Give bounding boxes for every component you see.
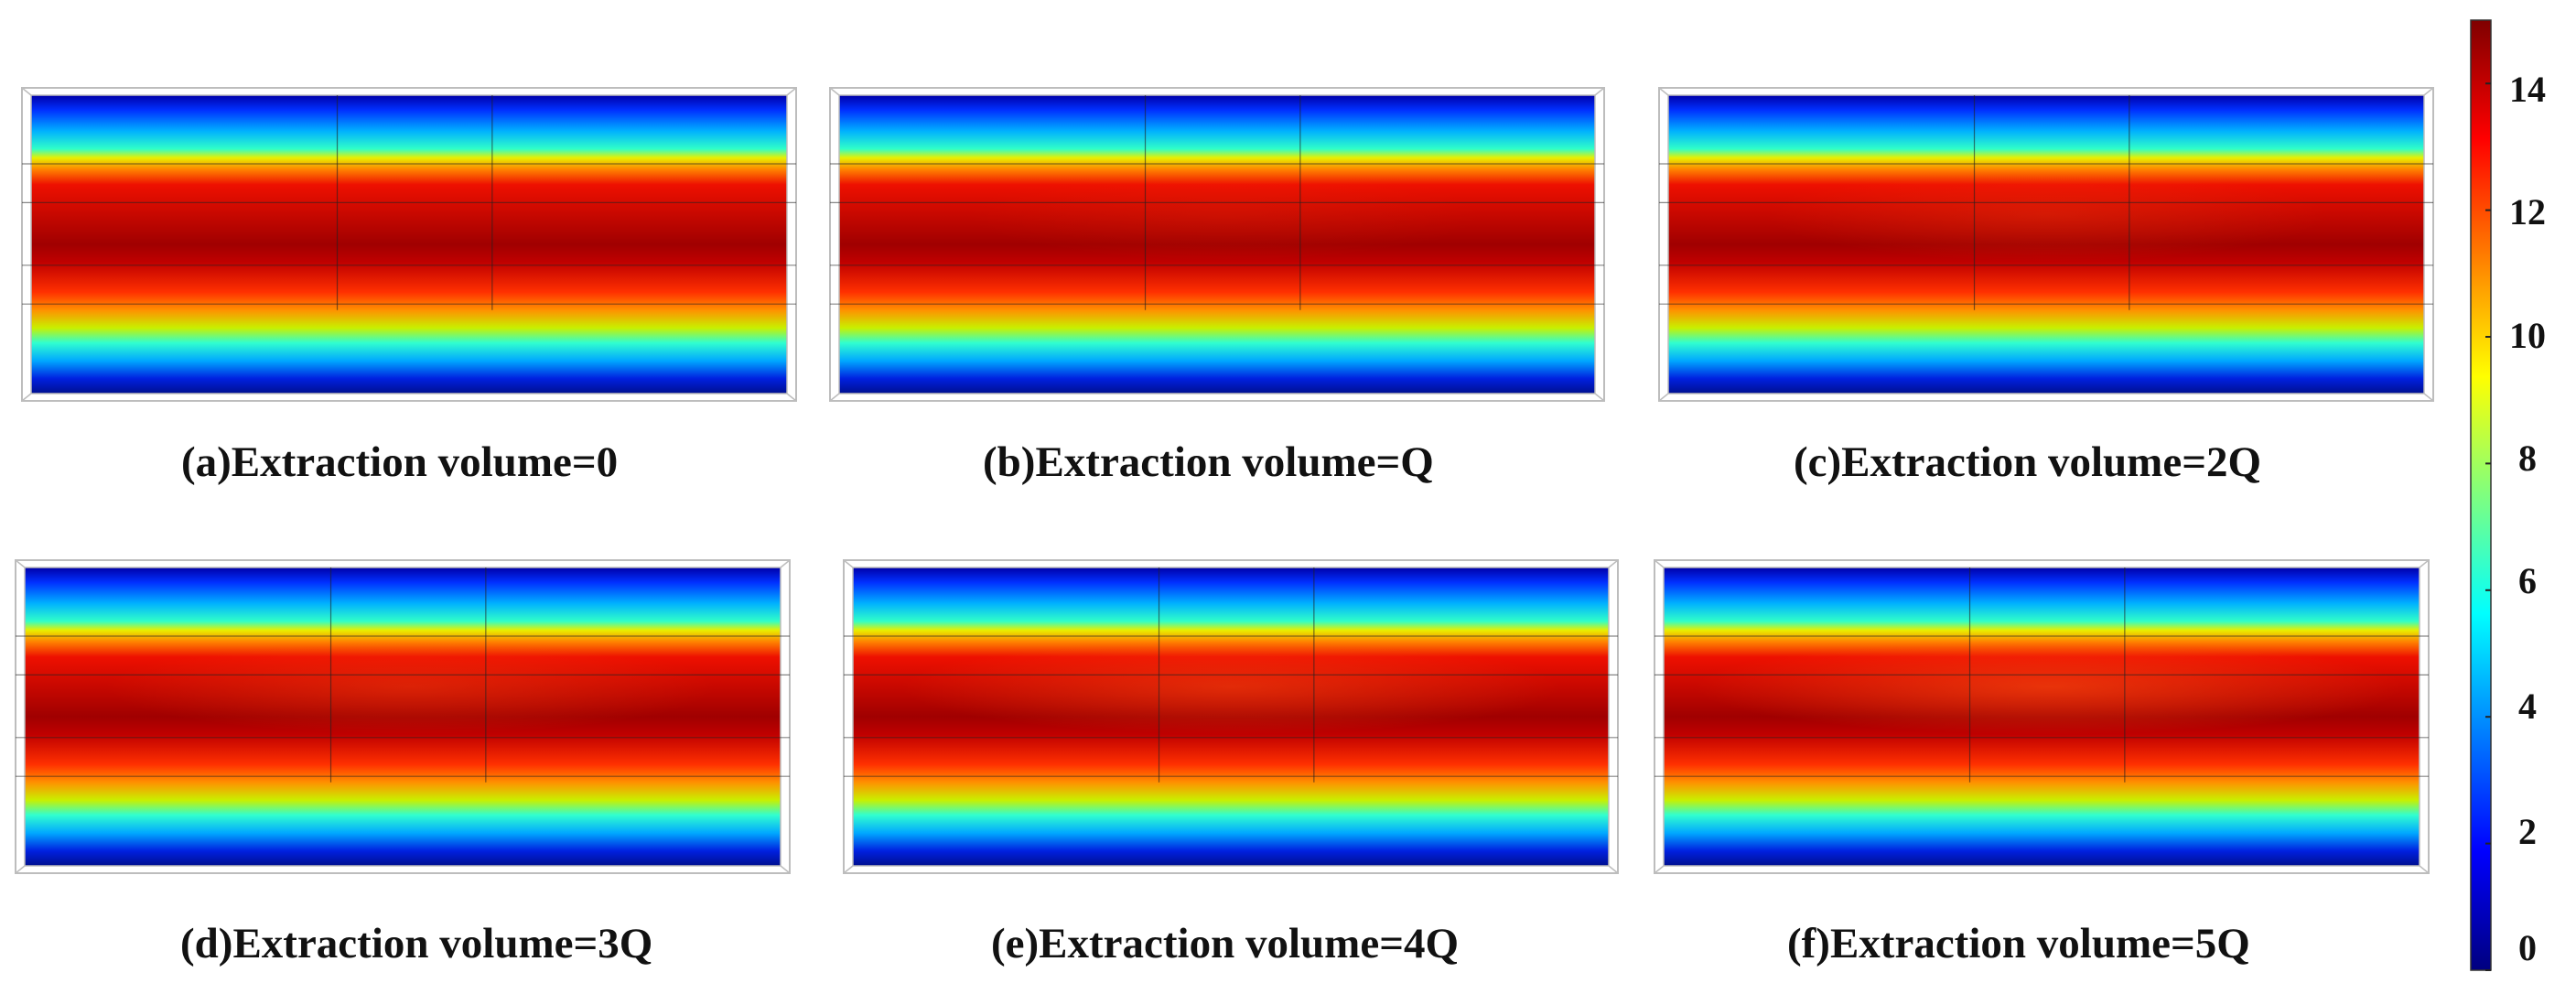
colorbar-tick-12: 12: [2509, 191, 2546, 232]
frame-corner-a-2: [21, 393, 32, 402]
frame-outer-d: [15, 559, 791, 874]
contour-field-a: [31, 95, 787, 394]
frame-corner-e-2: [843, 865, 854, 874]
frame-corner-f-0: [1654, 559, 1665, 568]
panel-a: [21, 87, 797, 402]
reduced-zone-f: [1695, 639, 2404, 735]
frame-corner-c-2: [1658, 393, 1669, 402]
colorbar: [2470, 19, 2492, 971]
caption-b: (b)Extraction volume=Q: [983, 438, 1434, 486]
colorbar-tick-8: 8: [2518, 438, 2537, 479]
frame-corner-c-1: [2423, 87, 2434, 96]
panel-e: [843, 559, 1619, 874]
frame-corner-e-1: [1608, 559, 1619, 568]
frame-inner-c: [1667, 94, 2425, 394]
frame-corner-a-0: [21, 87, 32, 96]
colorbar-bar: [2470, 19, 2492, 971]
colorbar-tick-2: 2: [2518, 811, 2537, 852]
frame-corner-d-2: [15, 865, 26, 874]
caption-d: (d)Extraction volume=3Q: [180, 920, 653, 967]
frame-corner-a-3: [786, 393, 797, 402]
frame-outer-c: [1658, 87, 2434, 402]
frame-inner-e: [852, 567, 1610, 867]
frame-corner-d-3: [780, 865, 791, 874]
frame-corner-e-0: [843, 559, 854, 568]
frame-outer-b: [829, 87, 1605, 402]
reduced-zone-d: [105, 639, 716, 735]
frame-corner-b-3: [1594, 393, 1605, 402]
frame-inner-b: [838, 94, 1596, 394]
frame-inner-a: [30, 94, 788, 394]
panel-d: [15, 559, 791, 874]
panel-f: [1654, 559, 2430, 874]
frame-corner-a-1: [786, 87, 797, 96]
frame-corner-e-3: [1608, 865, 1619, 874]
caption-a: (a)Extraction volume=0: [181, 438, 619, 486]
colorbar-tick-6: 6: [2518, 560, 2537, 601]
frame-corner-b-1: [1594, 87, 1605, 96]
frame-corner-b-2: [829, 393, 840, 402]
frame-corner-f-1: [2419, 559, 2430, 568]
colorbar-tick-14: 14: [2509, 69, 2546, 110]
frame-outer-f: [1654, 559, 2430, 874]
frame-inner-d: [24, 567, 781, 867]
caption-e: (e)Extraction volume=4Q: [991, 920, 1460, 967]
colorbar-tick-10: 10: [2509, 315, 2546, 356]
colorbar-tick-4: 4: [2518, 686, 2537, 727]
reduced-zone-e: [901, 639, 1560, 735]
frame-outer-e: [843, 559, 1619, 874]
drawdown-cone-b: [941, 95, 1509, 153]
frame-outer-a: [21, 87, 797, 402]
colorbar-tick-0: 0: [2518, 927, 2537, 968]
frame-corner-f-3: [2419, 865, 2430, 874]
frame-corner-d-1: [780, 559, 791, 568]
panel-c: [1658, 87, 2434, 402]
reduced-zone-c: [1766, 167, 2326, 263]
panel-b: [829, 87, 1605, 402]
frame-corner-c-0: [1658, 87, 1669, 96]
frame-corner-f-2: [1654, 865, 1665, 874]
drawdown-cone-c: [1735, 95, 2357, 179]
reduced-zone-b: [969, 167, 1481, 263]
frame-inner-f: [1663, 567, 2420, 867]
frame-corner-c-3: [2423, 393, 2434, 402]
caption-c: (c)Extraction volume=2Q: [1794, 438, 2262, 486]
frame-corner-d-0: [15, 559, 26, 568]
panels-group: [15, 87, 2434, 874]
caption-f: (f)Extraction volume=5Q: [1787, 920, 2250, 967]
frame-corner-b-0: [829, 87, 840, 96]
